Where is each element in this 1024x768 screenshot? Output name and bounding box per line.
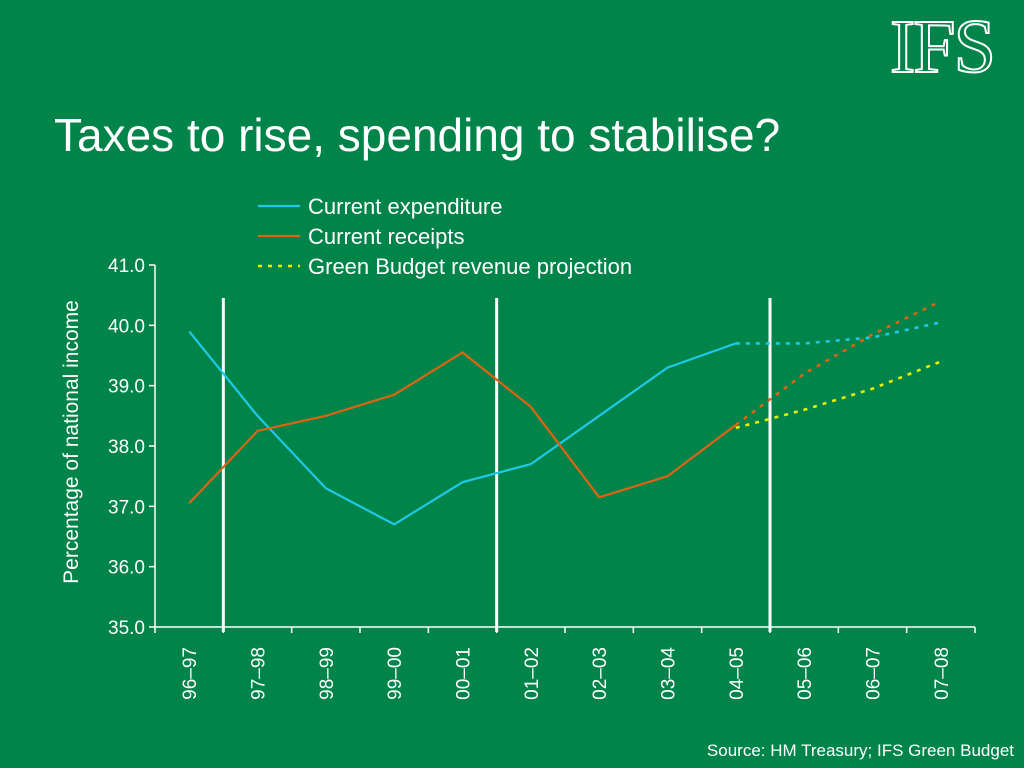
series-line-projection [735,300,942,426]
page-title: Taxes to rise, spending to stabilise? [54,109,781,161]
period-dividers [221,298,772,632]
legend-entry: Current expenditure [308,194,502,219]
x-tick-label: 98–99 [317,647,338,700]
y-axis-label: Percentage of national income [60,300,83,584]
x-tick-label: 03–04 [659,647,680,700]
x-tick-label: 00–01 [454,647,475,700]
x-tick-label: 97–98 [249,647,270,700]
y-tick-label: 37.0 [108,497,145,518]
legend-entry: Green Budget revenue projection [308,254,632,279]
y-tick-label: 35.0 [108,618,145,639]
x-tick-label: 02–03 [590,647,611,700]
chart-legend: Current expenditure Current receipts Green… [258,194,632,279]
series-line-projection [735,321,942,345]
x-tick-label: 99–00 [385,647,406,700]
x-tick-label: 04–05 [727,647,748,700]
y-tick-label: 38.0 [108,437,145,458]
y-tick-label: 41.0 [108,256,145,277]
series-line-solid [188,351,737,505]
chart-axes: 35.0 36.0 37.0 38.0 39.0 40.0 41.0 96–97 97–98 98… [108,256,976,700]
x-tick-label: 07–08 [932,647,953,700]
x-tick-label: 05–06 [795,647,816,700]
source-note: Source: HM Treasury; IFS Green Budget [706,741,1014,760]
x-tick-label: 06–07 [864,647,885,700]
series-line-projection [735,360,942,430]
x-tick-label: 96–97 [180,647,201,700]
series-line-solid [188,330,737,526]
chart-series [188,300,942,526]
x-tick-label: 01–02 [522,647,543,700]
y-tick-label: 40.0 [108,316,145,337]
ifs-logo: IFS [889,5,997,89]
y-tick-label: 39.0 [108,377,145,398]
legend-entry: Current receipts [308,224,465,249]
y-tick-label: 36.0 [108,558,145,579]
